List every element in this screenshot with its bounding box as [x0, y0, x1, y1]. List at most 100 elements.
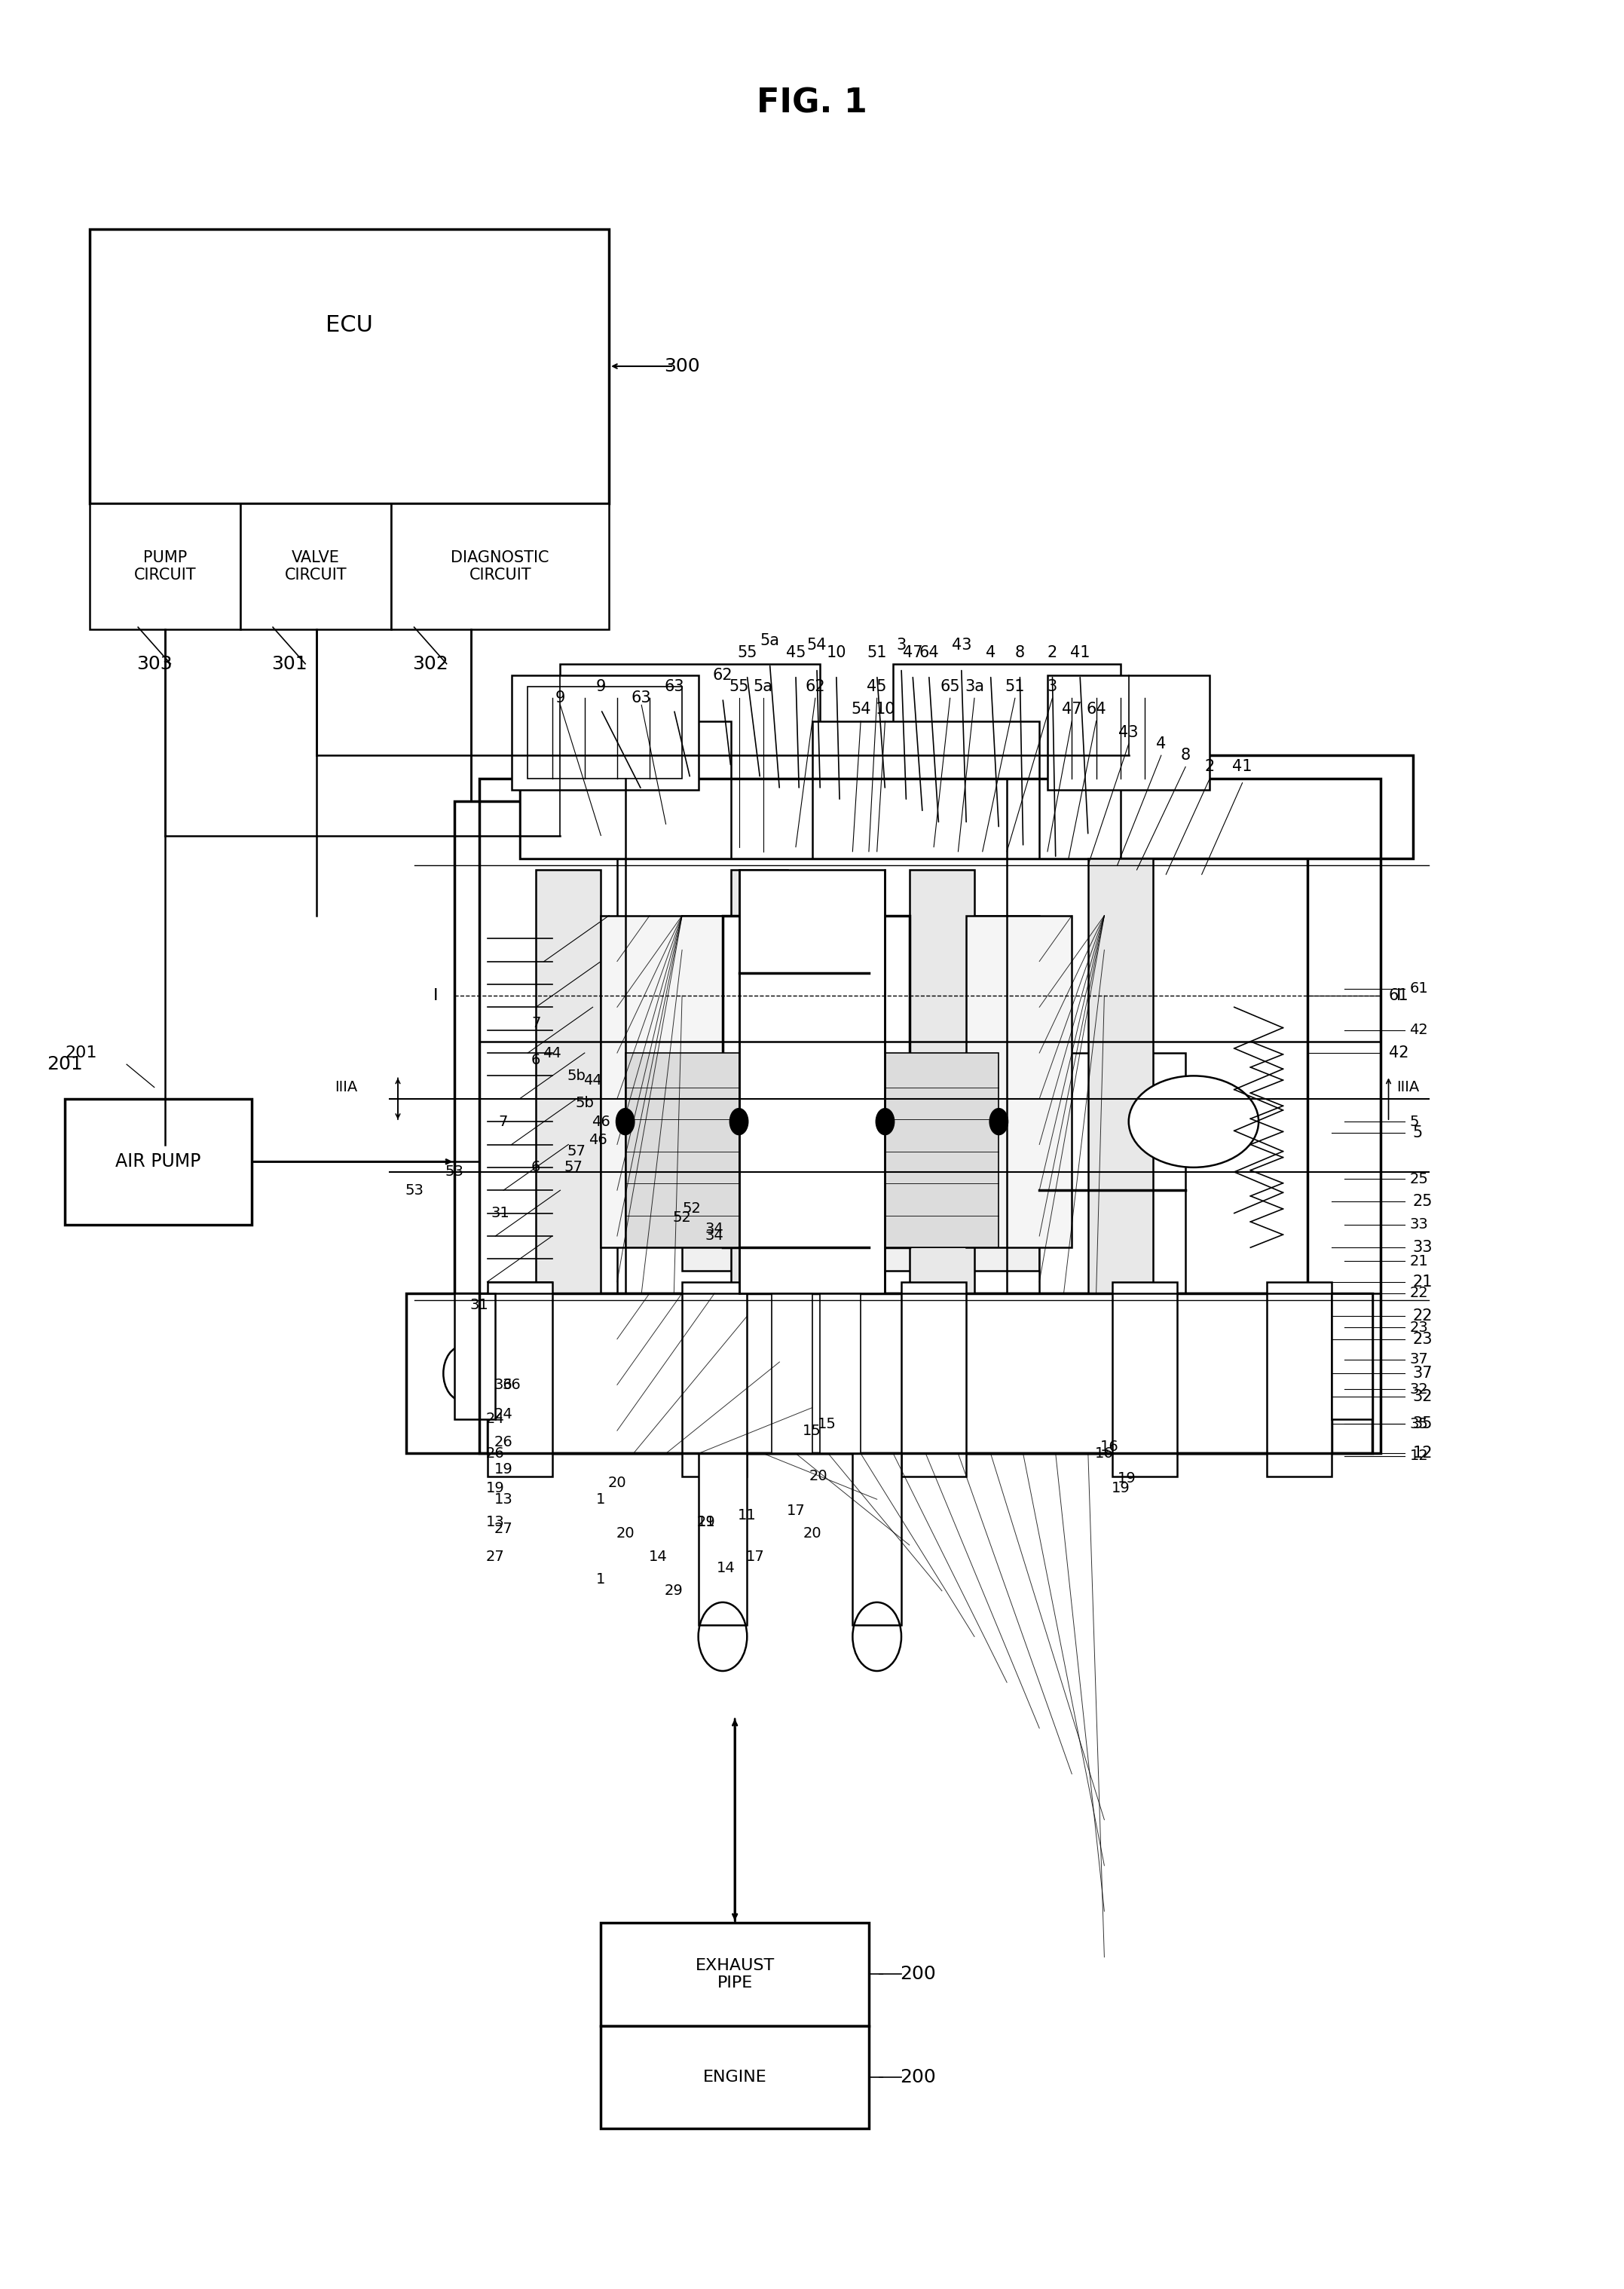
Text: 23: 23 — [1410, 1321, 1427, 1334]
Text: 33: 33 — [1410, 1218, 1427, 1231]
Text: 36: 36 — [494, 1378, 513, 1392]
Text: 12: 12 — [1410, 1449, 1427, 1463]
Text: DIAGNOSTIC
CIRCUIT: DIAGNOSTIC CIRCUIT — [451, 549, 549, 584]
Text: 32: 32 — [1413, 1389, 1432, 1403]
Text: 17: 17 — [786, 1504, 806, 1518]
Text: 3: 3 — [896, 639, 906, 652]
Text: 64: 64 — [1086, 703, 1106, 716]
Text: 31: 31 — [490, 1206, 510, 1220]
Text: 22: 22 — [1410, 1286, 1427, 1300]
Text: 12: 12 — [1413, 1447, 1432, 1460]
Bar — [601, 916, 723, 1248]
Bar — [723, 916, 909, 1248]
Bar — [1332, 1293, 1372, 1419]
Bar — [682, 1282, 747, 1476]
Text: 42: 42 — [1389, 1046, 1408, 1060]
Text: 5a: 5a — [760, 634, 780, 648]
Text: I: I — [434, 989, 438, 1003]
Text: 5b: 5b — [567, 1069, 586, 1083]
Bar — [487, 1293, 1332, 1454]
Bar — [89, 229, 609, 504]
Text: 10: 10 — [875, 703, 895, 716]
Text: 7: 7 — [531, 1016, 541, 1030]
Text: 9: 9 — [555, 691, 565, 705]
Ellipse shape — [1129, 1076, 1259, 1167]
Text: 29: 29 — [697, 1515, 716, 1529]
Text: 45: 45 — [867, 680, 887, 694]
Text: 33: 33 — [1413, 1241, 1432, 1254]
Text: 55: 55 — [729, 680, 749, 694]
Text: EXHAUST
PIPE: EXHAUST PIPE — [695, 1957, 775, 1991]
Text: ENGINE: ENGINE — [703, 2069, 767, 2085]
Text: 13: 13 — [486, 1515, 505, 1529]
Text: 6: 6 — [531, 1161, 541, 1174]
Text: 5a: 5a — [754, 680, 773, 694]
Bar — [820, 1293, 861, 1454]
Text: 25: 25 — [1413, 1195, 1432, 1209]
Text: 47: 47 — [1062, 703, 1082, 716]
Text: 4: 4 — [986, 645, 996, 659]
Text: 3a: 3a — [965, 680, 984, 694]
Text: 14: 14 — [716, 1561, 736, 1575]
Text: 20: 20 — [809, 1470, 828, 1483]
Bar — [771, 1293, 812, 1454]
Text: 20: 20 — [615, 1527, 635, 1540]
Bar — [406, 1293, 1372, 1454]
Bar — [755, 996, 869, 1202]
Text: 22: 22 — [1413, 1309, 1432, 1323]
Text: IIIA: IIIA — [335, 1080, 357, 1094]
Bar — [455, 1293, 495, 1419]
Text: 19: 19 — [486, 1481, 505, 1495]
Text: 61: 61 — [1389, 989, 1408, 1003]
Text: 26: 26 — [486, 1447, 505, 1460]
Text: IIIA: IIIA — [1397, 1080, 1419, 1094]
Text: 1: 1 — [596, 1573, 606, 1586]
Bar — [520, 721, 731, 858]
Bar — [487, 1282, 552, 1476]
Bar — [1047, 675, 1210, 790]
Text: ECU: ECU — [325, 314, 374, 336]
Text: 20: 20 — [802, 1527, 822, 1540]
Text: 46: 46 — [588, 1133, 607, 1147]
Text: 2: 2 — [1205, 760, 1215, 774]
Text: 6: 6 — [531, 1053, 541, 1067]
Bar — [520, 755, 1413, 858]
Bar — [893, 664, 1121, 858]
Bar — [601, 2026, 869, 2129]
Text: 13: 13 — [494, 1492, 513, 1506]
Bar — [625, 1053, 739, 1248]
Text: 301: 301 — [271, 655, 307, 673]
Text: 201: 201 — [65, 1046, 97, 1060]
Text: 54: 54 — [807, 639, 827, 652]
Text: 1: 1 — [596, 1492, 606, 1506]
Text: 51: 51 — [867, 645, 887, 659]
Text: 200: 200 — [900, 1966, 935, 1982]
Text: 15: 15 — [817, 1417, 836, 1431]
Text: 302: 302 — [412, 655, 448, 673]
Text: 54: 54 — [851, 703, 870, 716]
Text: 303: 303 — [136, 655, 172, 673]
Text: 27: 27 — [494, 1522, 513, 1536]
Text: 35: 35 — [1413, 1417, 1432, 1431]
Text: 46: 46 — [591, 1115, 611, 1128]
Text: 43: 43 — [952, 639, 971, 652]
Text: 44: 44 — [583, 1074, 603, 1087]
Text: 57: 57 — [564, 1161, 583, 1174]
Bar — [909, 870, 974, 1293]
Text: 47: 47 — [903, 645, 922, 659]
Text: 16: 16 — [1095, 1447, 1114, 1460]
Text: PUMP
CIRCUIT: PUMP CIRCUIT — [133, 549, 197, 584]
Text: 200: 200 — [900, 2069, 935, 2085]
Text: 26: 26 — [494, 1435, 513, 1449]
Text: 55: 55 — [737, 645, 757, 659]
Text: VALVE
CIRCUIT: VALVE CIRCUIT — [284, 549, 348, 584]
Text: 16: 16 — [1099, 1440, 1119, 1454]
Text: 63: 63 — [664, 680, 684, 694]
Bar — [901, 1282, 966, 1476]
Text: 65: 65 — [940, 680, 960, 694]
Text: 2: 2 — [1047, 645, 1057, 659]
Bar — [1267, 1282, 1332, 1476]
Text: 8: 8 — [1181, 749, 1190, 762]
Text: 20: 20 — [607, 1476, 627, 1490]
Text: 52: 52 — [672, 1211, 692, 1225]
